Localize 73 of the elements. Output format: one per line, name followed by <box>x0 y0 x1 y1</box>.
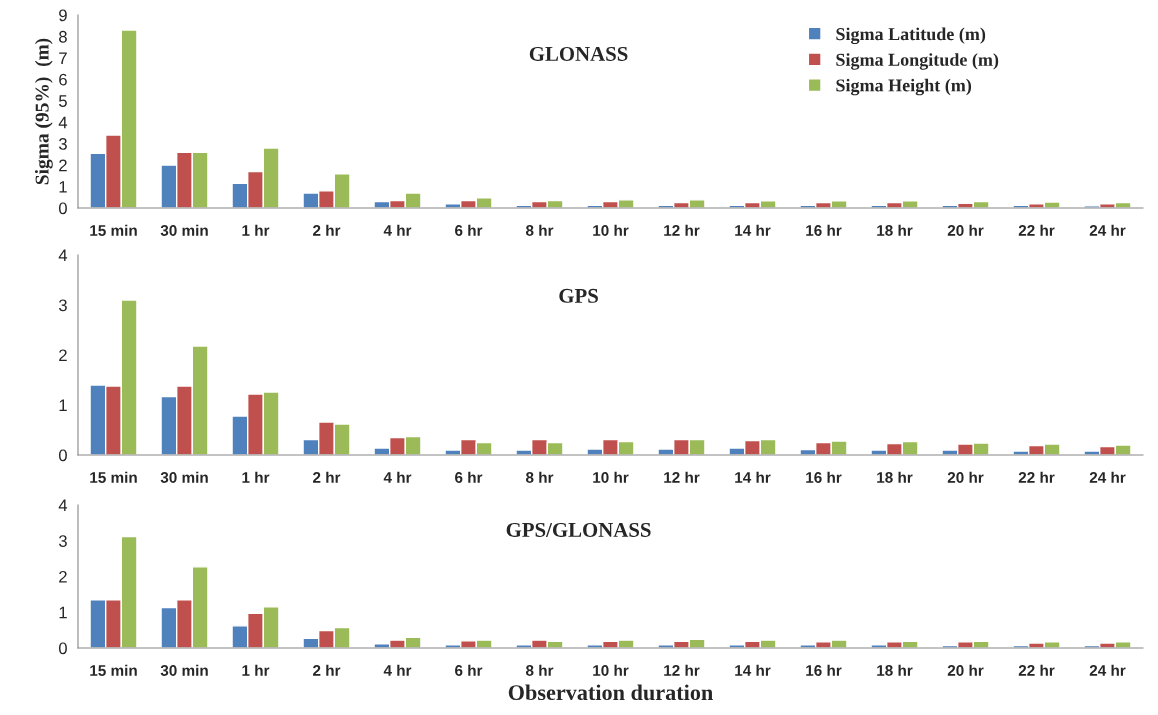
text: GPS/GLONASS <box>506 522 651 537</box>
y-tick-label: 2 <box>59 349 67 362</box>
x-tick-label: 2 hr <box>313 471 341 483</box>
x-tick-label: 30 min <box>160 471 208 483</box>
y-tick-label: 1 <box>59 181 67 193</box>
x-tick-label: 8 hr <box>525 664 554 676</box>
x-tick-label: 14 hr <box>735 224 771 236</box>
x-tick-label: 10 hr <box>593 471 629 483</box>
x-tick-label: 4 hr <box>383 664 412 676</box>
x-tick-label: 14 hr <box>735 664 771 676</box>
x-tick-label: 15 min <box>90 664 137 676</box>
x-tick-label: 14 hr <box>735 471 771 483</box>
x-tick-label: 12 hr <box>664 224 700 236</box>
y-tick-label: 0 <box>58 202 67 215</box>
y-tick-label: 3 <box>58 299 67 312</box>
x-tick-label: 4 hr <box>383 224 412 236</box>
y-axis-title: Sigma (95%) (m) <box>34 38 53 185</box>
text: GLONASS <box>529 46 628 61</box>
x-tick-label: 15 min <box>90 224 137 236</box>
x-tick-label: 20 hr <box>947 224 984 236</box>
x-tick-label: 10 hr <box>593 664 629 676</box>
x-tick-label: 10 hr <box>593 224 629 236</box>
x-tick-label: 24 hr <box>1089 471 1126 483</box>
x-tick-label: 22 hr <box>1018 664 1055 676</box>
x-tick-label: 12 hr <box>664 471 700 483</box>
x-tick-label: 6 hr <box>455 471 483 483</box>
x-tick-label: 24 hr <box>1089 224 1126 236</box>
x-tick-label: 18 hr <box>877 471 913 483</box>
y-tick-label: 9 <box>59 9 67 22</box>
y-tick-label: 4 <box>58 116 68 129</box>
text: GPS <box>559 288 598 303</box>
y-tick-label: 4 <box>58 249 68 262</box>
legend-label: Sigma Longitude (m) <box>836 53 999 70</box>
x-tick-label: 20 hr <box>947 471 984 483</box>
x-tick-label: 8 hr <box>525 471 554 483</box>
y-tick-label: 7 <box>59 52 67 64</box>
x-tick-label: 2 hr <box>313 224 341 236</box>
x-tick-label: 16 hr <box>806 664 842 676</box>
x-tick-label: 8 hr <box>525 224 554 236</box>
x-tick-label: 22 hr <box>1018 471 1055 483</box>
x-tick-label: 2 hr <box>313 664 341 676</box>
x-tick-label: 18 hr <box>877 664 913 676</box>
y-tick-label: 3 <box>58 138 67 150</box>
x-tick-label: 1 hr <box>242 471 270 483</box>
y-tick-label: 2 <box>59 570 67 583</box>
x-tick-label: 20 hr <box>947 664 984 676</box>
x-tick-label: 16 hr <box>806 224 842 236</box>
x-tick-label: 12 hr <box>664 664 700 676</box>
x-axis-title: Observation duration <box>508 684 713 701</box>
legend-label: Sigma Latitude (m) <box>836 27 986 45</box>
y-tick-label: 0 <box>58 449 67 462</box>
x-tick-label: 4 hr <box>383 471 412 483</box>
x-tick-label: 6 hr <box>455 664 483 676</box>
x-tick-label: 16 hr <box>806 471 842 483</box>
y-tick-label: 1 <box>59 399 67 412</box>
y-tick-label: 6 <box>59 73 67 86</box>
x-tick-label: 24 hr <box>1089 664 1126 676</box>
x-tick-label: 6 hr <box>455 224 483 236</box>
y-tick-label: 5 <box>58 95 67 107</box>
y-tick-label: 1 <box>59 606 67 619</box>
x-tick-label: 22 hr <box>1018 224 1055 236</box>
legend-label: Sigma Height (m) <box>836 78 972 96</box>
y-tick-label: 3 <box>58 535 67 547</box>
x-tick-label: 15 min <box>90 471 137 483</box>
x-tick-label: 18 hr <box>877 224 913 236</box>
x-tick-label: 1 hr <box>242 664 270 676</box>
x-tick-label: 30 min <box>160 224 208 236</box>
x-tick-label: 1 hr <box>242 224 270 236</box>
y-tick-label: 0 <box>58 642 67 655</box>
x-tick-label: 30 min <box>160 664 208 676</box>
y-tick-label: 2 <box>59 159 67 172</box>
y-tick-label: 8 <box>59 30 67 43</box>
y-tick-label: 4 <box>58 499 68 512</box>
